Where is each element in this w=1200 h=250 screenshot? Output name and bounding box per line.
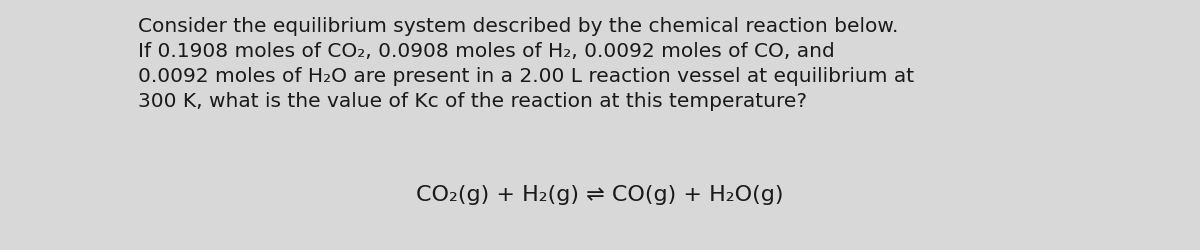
Text: CO₂(g) + H₂(g) ⇌ CO(g) + H₂O(g): CO₂(g) + H₂(g) ⇌ CO(g) + H₂O(g) (416, 185, 784, 205)
Text: Consider the equilibrium system described by the chemical reaction below.
If 0.1: Consider the equilibrium system describe… (138, 18, 914, 110)
